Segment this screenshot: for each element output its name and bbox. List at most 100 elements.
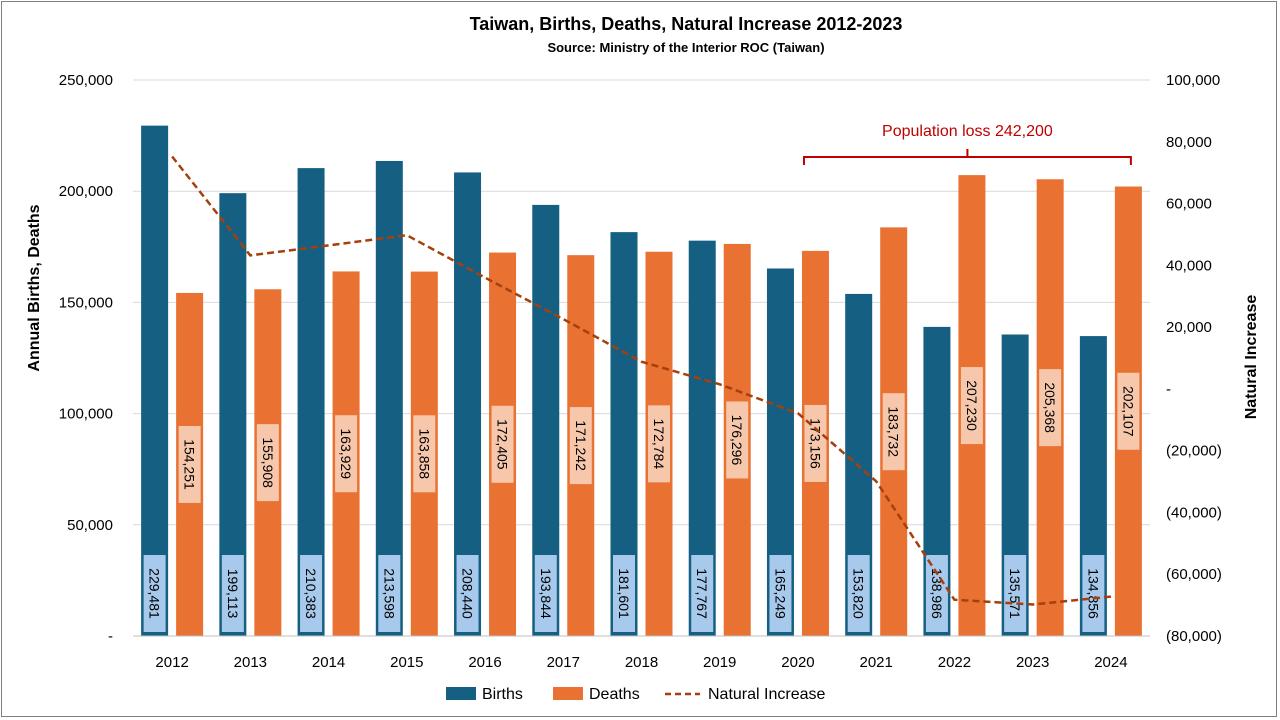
births-data-label: 199,113 bbox=[225, 569, 241, 619]
y-tick-label: - bbox=[108, 628, 113, 645]
annotation: Population loss 242,200 bbox=[802, 123, 1132, 165]
births-label-bg bbox=[534, 555, 557, 632]
births-label-bg bbox=[456, 555, 479, 632]
deaths-data-label: 155,908 bbox=[260, 437, 276, 488]
births-data-label: 165,249 bbox=[772, 568, 788, 619]
deaths-label-bg bbox=[413, 415, 436, 493]
births-data-label: 153,820 bbox=[851, 568, 867, 619]
y-tick-label: 100,000 bbox=[59, 406, 113, 423]
deaths-data-label: 163,929 bbox=[338, 428, 354, 479]
births-data-label: 229,481 bbox=[147, 568, 163, 619]
deaths-data-label: 171,242 bbox=[573, 420, 589, 471]
legend-natural-increase-label: Natural Increase bbox=[708, 686, 825, 703]
y2-tick-label: (20,000) bbox=[1166, 443, 1222, 460]
deaths-label-bg bbox=[569, 407, 592, 485]
deaths-label-bg bbox=[726, 401, 749, 479]
deaths-label-bg bbox=[648, 405, 670, 483]
births-label-bg bbox=[143, 555, 166, 632]
births-label-bg bbox=[925, 555, 948, 632]
births-data-label: 138,986 bbox=[929, 568, 945, 619]
deaths-data-label: 202,107 bbox=[1120, 386, 1136, 437]
y2-tick-label: 20,000 bbox=[1166, 319, 1212, 336]
births-data-label: 134,856 bbox=[1085, 568, 1101, 619]
gridlines bbox=[133, 79, 1150, 637]
x-tick-label: 2018 bbox=[625, 654, 658, 671]
x-tick-label: 2019 bbox=[703, 654, 736, 671]
deaths-data-label: 176,296 bbox=[729, 415, 745, 466]
births-label-bg bbox=[300, 555, 323, 632]
y2-axis-title: Natural Increase bbox=[1243, 295, 1260, 420]
y2-tick-label: (40,000) bbox=[1166, 504, 1222, 521]
deaths-data-label: 172,405 bbox=[495, 419, 511, 470]
births-data-label: 210,383 bbox=[303, 568, 319, 619]
axes: - 50,000 100,000 150,000 200,000 250,000 (80,0… bbox=[59, 72, 1222, 671]
annotation-bracket bbox=[802, 149, 1132, 165]
births-data-label: 193,844 bbox=[538, 568, 554, 619]
births-data-label: 181,601 bbox=[616, 568, 632, 619]
x-tick-label: 2020 bbox=[781, 654, 814, 671]
x-tick-label: 2022 bbox=[938, 654, 971, 671]
births-data-label: 213,598 bbox=[381, 568, 397, 619]
deaths-data-label: 163,858 bbox=[416, 428, 432, 479]
natural-increase-series-line bbox=[171, 155, 1112, 606]
births-label-bg bbox=[769, 555, 792, 632]
y2-tick-label: 100,000 bbox=[1166, 72, 1220, 89]
deaths-data-label: 154,251 bbox=[182, 439, 198, 490]
deaths-data-label: 172,784 bbox=[651, 419, 667, 470]
deaths-data-label: 205,368 bbox=[1042, 382, 1058, 433]
x-tick-label: 2023 bbox=[1016, 654, 1049, 671]
bars bbox=[141, 125, 1142, 637]
chart-title: Taiwan, Births, Deaths, Natural Increase… bbox=[470, 14, 903, 34]
births-label-bg bbox=[221, 555, 244, 632]
natural-increase-line bbox=[171, 155, 1112, 606]
x-tick-label: 2015 bbox=[390, 654, 423, 671]
x-tick-label: 2013 bbox=[234, 654, 267, 671]
deaths-label-bg bbox=[882, 393, 905, 471]
deaths-label-bg bbox=[1039, 369, 1062, 447]
y-tick-label: 50,000 bbox=[67, 517, 113, 534]
deaths-label-bg bbox=[960, 367, 983, 445]
births-label-bg bbox=[1004, 555, 1027, 632]
births-label-bg bbox=[847, 555, 870, 632]
y-tick-label: 250,000 bbox=[59, 72, 113, 89]
births-data-label: 208,440 bbox=[460, 568, 476, 619]
x-tick-label: 2021 bbox=[860, 654, 893, 671]
y2-tick-label: (60,000) bbox=[1166, 566, 1222, 583]
deaths-label-bg bbox=[256, 424, 279, 502]
y2-tick-label: (80,000) bbox=[1166, 628, 1222, 645]
births-label-bg bbox=[378, 555, 401, 632]
x-tick-label: 2017 bbox=[547, 654, 580, 671]
deaths-label-bg bbox=[178, 425, 201, 503]
legend-deaths-swatch bbox=[553, 687, 583, 700]
legend-births-label: Births bbox=[482, 686, 523, 703]
legend-births-swatch bbox=[446, 687, 476, 700]
annotation-text: Population loss 242,200 bbox=[882, 123, 1053, 140]
births-label-bg bbox=[691, 555, 714, 632]
chart-subtitle: Source: Ministry of the Interior ROC (Ta… bbox=[547, 40, 824, 55]
y-tick-label: 200,000 bbox=[59, 183, 113, 200]
deaths-label-bg bbox=[335, 415, 358, 493]
y-axis-title: Annual Births, Deaths bbox=[26, 204, 43, 371]
y2-tick-label: 60,000 bbox=[1166, 196, 1212, 213]
births-data-label: 135,571 bbox=[1007, 568, 1023, 619]
deaths-label-bg bbox=[1117, 372, 1140, 450]
x-tick-label: 2024 bbox=[1094, 654, 1127, 671]
y2-tick-label: - bbox=[1166, 381, 1171, 398]
x-tick-label: 2012 bbox=[155, 654, 188, 671]
deaths-data-label: 183,732 bbox=[886, 406, 902, 457]
births-bar bbox=[141, 125, 169, 637]
legend-deaths-label: Deaths bbox=[589, 686, 640, 703]
y2-tick-label: 40,000 bbox=[1166, 257, 1212, 274]
y-tick-label: 150,000 bbox=[59, 294, 113, 311]
y2-tick-label: 80,000 bbox=[1166, 134, 1212, 151]
deaths-label-bg bbox=[491, 405, 514, 483]
births-data-label: 177,767 bbox=[694, 568, 710, 619]
x-tick-label: 2014 bbox=[312, 654, 345, 671]
data-labels: 229,481 154,251 199,113 155,908 210,383 163,9… bbox=[143, 367, 1140, 632]
births-label-bg bbox=[613, 555, 635, 632]
deaths-data-label: 173,156 bbox=[807, 418, 823, 469]
births-label-bg bbox=[1082, 555, 1105, 632]
deaths-data-label: 207,230 bbox=[964, 380, 980, 431]
